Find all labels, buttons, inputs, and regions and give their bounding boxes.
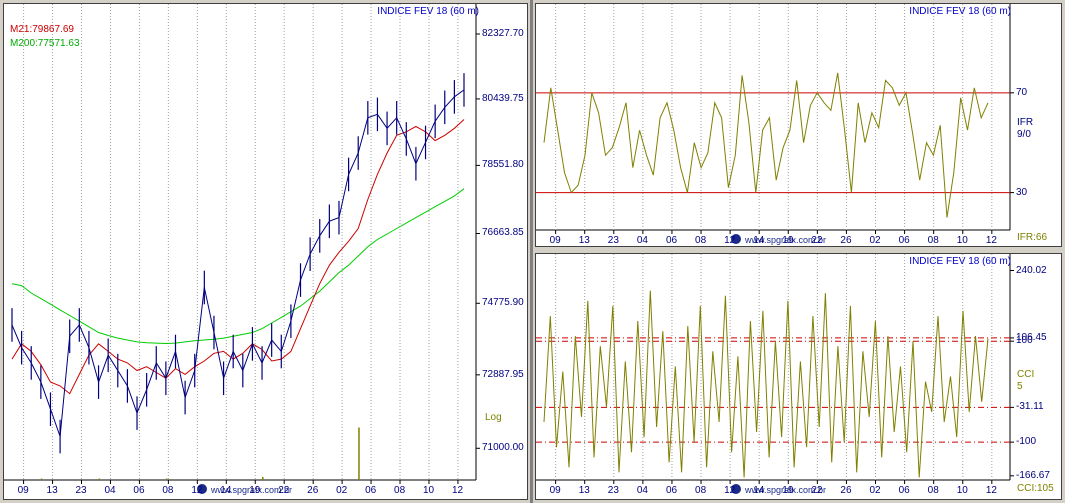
y-tick-label: 100 [1016, 335, 1033, 347]
y-tick-label: -31.11 [1016, 401, 1044, 413]
x-tick-label: 08 [695, 485, 707, 496]
x-tick-label: 13 [46, 485, 58, 496]
watermark-logo-icon [731, 234, 741, 244]
price-chart-panel: www.spgrafx.com.br INDICE FEV 18 (60 m) … [3, 3, 528, 500]
x-tick-label: 10 [956, 235, 968, 246]
x-tick-label: 22 [278, 485, 290, 496]
ifr-line [543, 72, 989, 218]
x-tick-label: 23 [75, 485, 87, 496]
y-tick-label: 30 [1016, 186, 1028, 198]
cci-value-label: CCI:105 [1017, 483, 1054, 494]
y-tick-label: 71000.00 [482, 442, 524, 454]
x-tick-label: 08 [927, 485, 939, 496]
x-tick-label: 26 [307, 485, 319, 496]
x-tick-label: 06 [665, 235, 678, 246]
watermark-text: www.spgrafx.com.br [210, 485, 292, 495]
m21-line [11, 119, 465, 395]
watermark-text: www.spgrafx.com.br [744, 235, 826, 245]
x-tick-label: 08 [394, 485, 406, 496]
x-tick-label: 10 [956, 485, 968, 496]
x-tick-label: 14 [753, 235, 765, 246]
ifr-chart-panel: www.spgrafx.com.br INDICE FEV 18 (60 m) … [535, 3, 1062, 247]
price-line [11, 89, 465, 437]
y-tick-label: 80439.75 [482, 92, 524, 104]
x-tick-label: 09 [549, 485, 561, 496]
x-tick-label: 22 [811, 235, 823, 246]
m200-line [11, 188, 465, 345]
x-tick-label: 09 [17, 485, 29, 496]
x-tick-label: 26 [840, 485, 852, 496]
cci-line [543, 290, 989, 478]
volume-bar [262, 477, 264, 480]
x-tick-label: 26 [840, 235, 852, 246]
x-tick-label: 12 [724, 235, 736, 246]
x-tick-label: 14 [753, 485, 765, 496]
price-chart-title: INDICE FEV 18 (60 m) [377, 6, 479, 17]
panel-divider-vertical[interactable] [530, 0, 533, 503]
x-tick-label: 08 [695, 235, 707, 246]
x-tick-label: 06 [665, 485, 678, 496]
y-tick-label: 74775.90 [482, 297, 524, 309]
watermark-logo-icon [197, 484, 207, 494]
cci-chart-panel: www.spgrafx.com.br INDICE FEV 18 (60 m) … [535, 253, 1062, 500]
x-tick-label: 13 [578, 235, 590, 246]
x-tick-label: 04 [636, 235, 648, 246]
ifr-side-label: IFR [1017, 117, 1034, 128]
x-tick-label: 12 [191, 485, 203, 496]
x-tick-label: 10 [422, 485, 435, 496]
x-tick-label: 06 [898, 485, 910, 496]
y-tick-label: -100 [1016, 436, 1037, 448]
x-tick-label: 04 [636, 485, 648, 496]
x-tick-label: 12 [451, 485, 464, 496]
y-tick-label: 82327.70 [482, 28, 524, 39]
x-tick-label: 02 [869, 485, 881, 496]
volume-bar [40, 478, 43, 480]
x-tick-label: 19 [249, 485, 261, 496]
x-tick-label: 14 [220, 485, 232, 496]
cci-side-label: CCI [1017, 369, 1035, 380]
volume-bar [98, 478, 101, 480]
x-tick-label: 06 [898, 235, 910, 246]
x-tick-label: 12 [985, 235, 997, 246]
y-tick-label: -166.67 [1016, 469, 1050, 481]
y-tick-label: 70 [1016, 86, 1028, 98]
cci-side-period: 5 [1017, 381, 1023, 392]
y-tick-label: 76663.85 [482, 227, 524, 239]
x-tick-label: 02 [869, 235, 881, 246]
watermark-logo-icon [731, 484, 741, 494]
ifr-chart: www.spgrafx.com.br [536, 4, 1014, 245]
x-tick-label: 12 [985, 485, 997, 496]
x-tick-label: 06 [365, 485, 377, 496]
ifr-value-label: IFR:66 [1017, 232, 1048, 243]
y-tick-label: 72887.95 [482, 368, 524, 380]
volume-bar [165, 478, 168, 480]
x-tick-label: 02 [336, 485, 348, 496]
volume-bar [358, 427, 360, 480]
y-tick-label: 240.02 [1016, 264, 1047, 276]
x-tick-label: 19 [782, 485, 794, 496]
x-tick-label: 22 [811, 485, 823, 496]
ifr-side-period: 9/0 [1017, 129, 1031, 140]
m200-legend: M200:77571.63 [10, 38, 80, 49]
x-tick-label: 09 [549, 235, 561, 246]
x-tick-label: 04 [104, 485, 116, 496]
cci-chart: www.spgrafx.com.br [536, 254, 1014, 495]
x-tick-label: 08 [162, 485, 174, 496]
watermark-text: www.spgrafx.com.br [744, 485, 826, 495]
x-tick-label: 23 [607, 235, 619, 246]
x-tick-label: 08 [927, 235, 939, 246]
y-tick-label: 106.45 [1016, 331, 1047, 343]
m21-legend: M21:79867.69 [10, 24, 74, 35]
x-tick-label: 19 [782, 235, 794, 246]
x-tick-label: 13 [578, 485, 590, 496]
x-tick-label: 23 [607, 485, 619, 496]
ifr-chart-title: INDICE FEV 18 (60 m) [909, 6, 1011, 17]
x-tick-label: 06 [133, 485, 145, 496]
cci-chart-title: INDICE FEV 18 (60 m) [909, 256, 1011, 267]
y-tick-label: 78551.80 [482, 159, 524, 171]
log-scale-label: Log [485, 412, 502, 423]
price-chart: www.spgrafx.com.br [4, 4, 480, 495]
x-tick-label: 12 [724, 485, 736, 496]
